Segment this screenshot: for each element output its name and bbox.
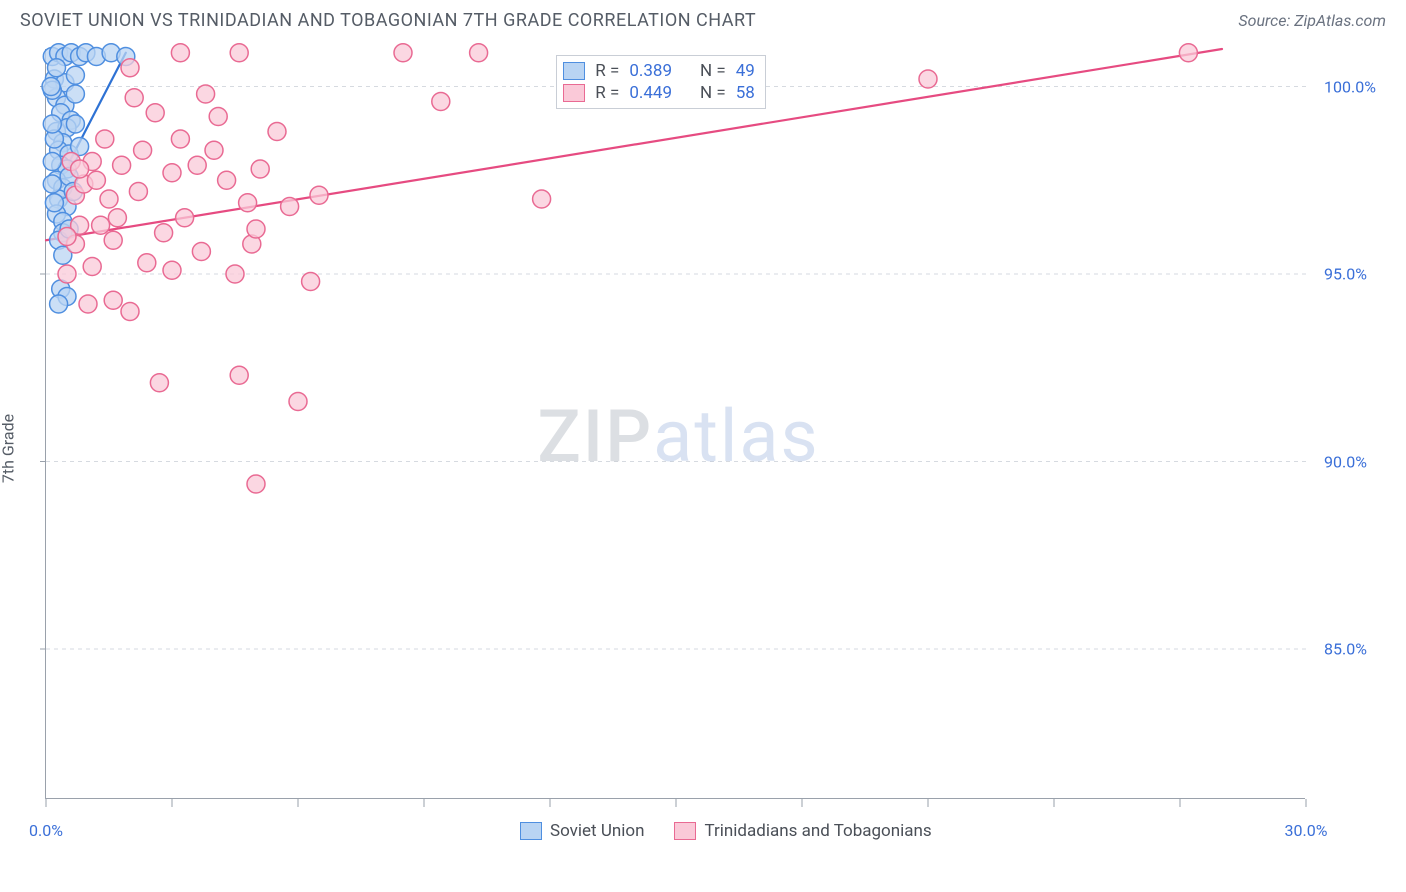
legend-swatch — [563, 62, 585, 80]
x-tick-label: 30.0% — [1285, 821, 1328, 840]
source-prefix: Source: — [1238, 11, 1294, 30]
chart-container: 7th Grade ZIPatlas R =0.389N =49R =0.449… — [0, 39, 1406, 839]
series-legend-item: Soviet Union — [520, 821, 644, 841]
stat-r-label: R = — [595, 61, 619, 81]
stat-legend-row: R = 0.449 N = 58 — [563, 82, 755, 104]
legend-swatch — [563, 84, 585, 102]
series-legend: Soviet Union Trinidadians and Tobagonians — [520, 821, 932, 841]
y-tick-label: 95.0% — [1324, 265, 1367, 284]
series-legend-item: Trinidadians and Tobagonians — [674, 821, 931, 841]
stat-r-label: R = — [595, 83, 619, 103]
plot-area: ZIPatlas R =0.389N =49R =0.449N =58 85.0… — [45, 49, 1305, 799]
y-tick-label: 90.0% — [1324, 452, 1367, 471]
stat-legend-row: R = 0.389 N = 49 — [563, 60, 755, 82]
stat-r-value: 0.449 — [629, 83, 672, 103]
stat-r-value: 0.389 — [629, 61, 672, 81]
series-name: Trinidadians and Tobagonians — [704, 821, 931, 841]
source-name: ZipAtlas.com — [1294, 11, 1386, 30]
series-name: Soviet Union — [550, 821, 644, 841]
scatter-plot-svg — [46, 49, 1306, 799]
y-tick-label: 85.0% — [1324, 640, 1367, 659]
source-attribution: Source: ZipAtlas.com — [1238, 11, 1386, 30]
correlation-legend: R = 0.389 N = 49 R = 0.449 N = 58 — [556, 55, 766, 109]
stat-n-value: 58 — [736, 83, 755, 103]
legend-swatch — [520, 822, 542, 840]
stat-n-label: N = — [700, 83, 726, 103]
y-tick-label: 100.0% — [1324, 77, 1376, 96]
stat-n-value: 49 — [736, 61, 755, 81]
y-axis-label: 7th Grade — [0, 414, 18, 483]
x-tick-label: 0.0% — [29, 821, 63, 840]
stat-n-label: N = — [700, 61, 726, 81]
chart-title: SOVIET UNION VS TRINIDADIAN AND TOBAGONI… — [20, 10, 756, 31]
legend-swatch — [674, 822, 696, 840]
